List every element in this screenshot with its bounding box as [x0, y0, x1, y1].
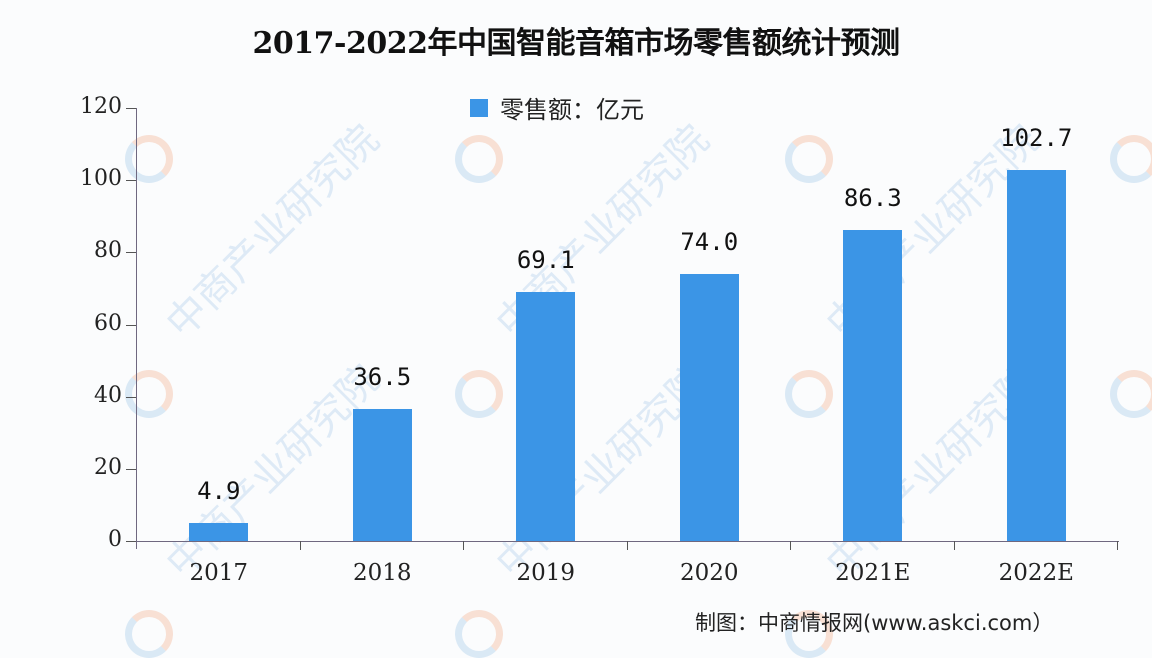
y-tick-mark [126, 397, 136, 398]
x-tick-label: 2022E [998, 560, 1074, 586]
y-tick-label: 40 [94, 383, 122, 408]
x-tick-mark [300, 541, 301, 550]
watermark-logo-icon [455, 610, 503, 658]
source-credit: 制图：中商情报网(www.askci.com） [695, 611, 1054, 635]
x-tick-mark [627, 541, 628, 550]
y-tick-label: 20 [94, 455, 122, 480]
y-tick-label: 80 [94, 238, 122, 263]
bar-value-label: 86.3 [843, 183, 902, 212]
y-tick-mark [126, 108, 136, 109]
watermark-text: 中商产业研究院 [157, 116, 389, 348]
y-tick-mark [126, 325, 136, 326]
x-tick-mark [790, 541, 791, 550]
watermark-logo-icon [455, 135, 503, 183]
watermark-logo-icon [455, 370, 503, 418]
watermark-logo-icon [1110, 370, 1152, 418]
chart-title: 2017-2022年中国智能音箱市场零售额统计预测 [252, 26, 900, 61]
y-tick-label: 100 [80, 166, 122, 191]
watermark-logo-icon [785, 135, 833, 183]
x-tick-label: 2018 [352, 560, 412, 586]
y-tick-label: 60 [94, 311, 122, 336]
watermark-logo-icon [125, 135, 173, 183]
x-tick-label: 2019 [516, 560, 576, 586]
watermark-logo-icon [125, 610, 173, 658]
x-tick-mark [463, 541, 464, 550]
bar-2022E [1006, 170, 1066, 541]
watermark-logo-icon [785, 370, 833, 418]
legend: 零售额：亿元 [470, 90, 644, 125]
y-tick-mark [126, 252, 136, 253]
bar-2017 [189, 523, 249, 541]
bar-2019 [516, 291, 576, 541]
bar-2021E [843, 229, 903, 541]
x-tick-label: 2017 [189, 560, 249, 586]
legend-swatch [470, 98, 488, 117]
watermark-logo-icon [125, 370, 173, 418]
legend-label: 零售额：亿元 [500, 96, 644, 124]
bar-value-label: 74.0 [680, 227, 739, 256]
y-tick-mark [126, 469, 136, 470]
watermark-logo-icon [1110, 135, 1152, 183]
bar-value-label: 36.5 [353, 363, 412, 392]
bar-2020 [679, 273, 739, 541]
y-tick-label: 120 [80, 94, 122, 119]
y-axis [136, 108, 137, 549]
x-tick-mark [1117, 541, 1118, 550]
x-tick-mark [954, 541, 955, 550]
y-tick-mark [126, 541, 136, 542]
bar-2018 [352, 409, 412, 541]
x-tick-label: 2020 [679, 560, 739, 586]
bar-value-label: 102.7 [1000, 124, 1073, 153]
x-tick-label: 2021E [835, 560, 911, 586]
y-tick-label: 0 [108, 527, 122, 552]
y-tick-mark [126, 180, 136, 181]
bar-value-label: 4.9 [197, 477, 241, 506]
bar-value-label: 69.1 [516, 245, 575, 274]
